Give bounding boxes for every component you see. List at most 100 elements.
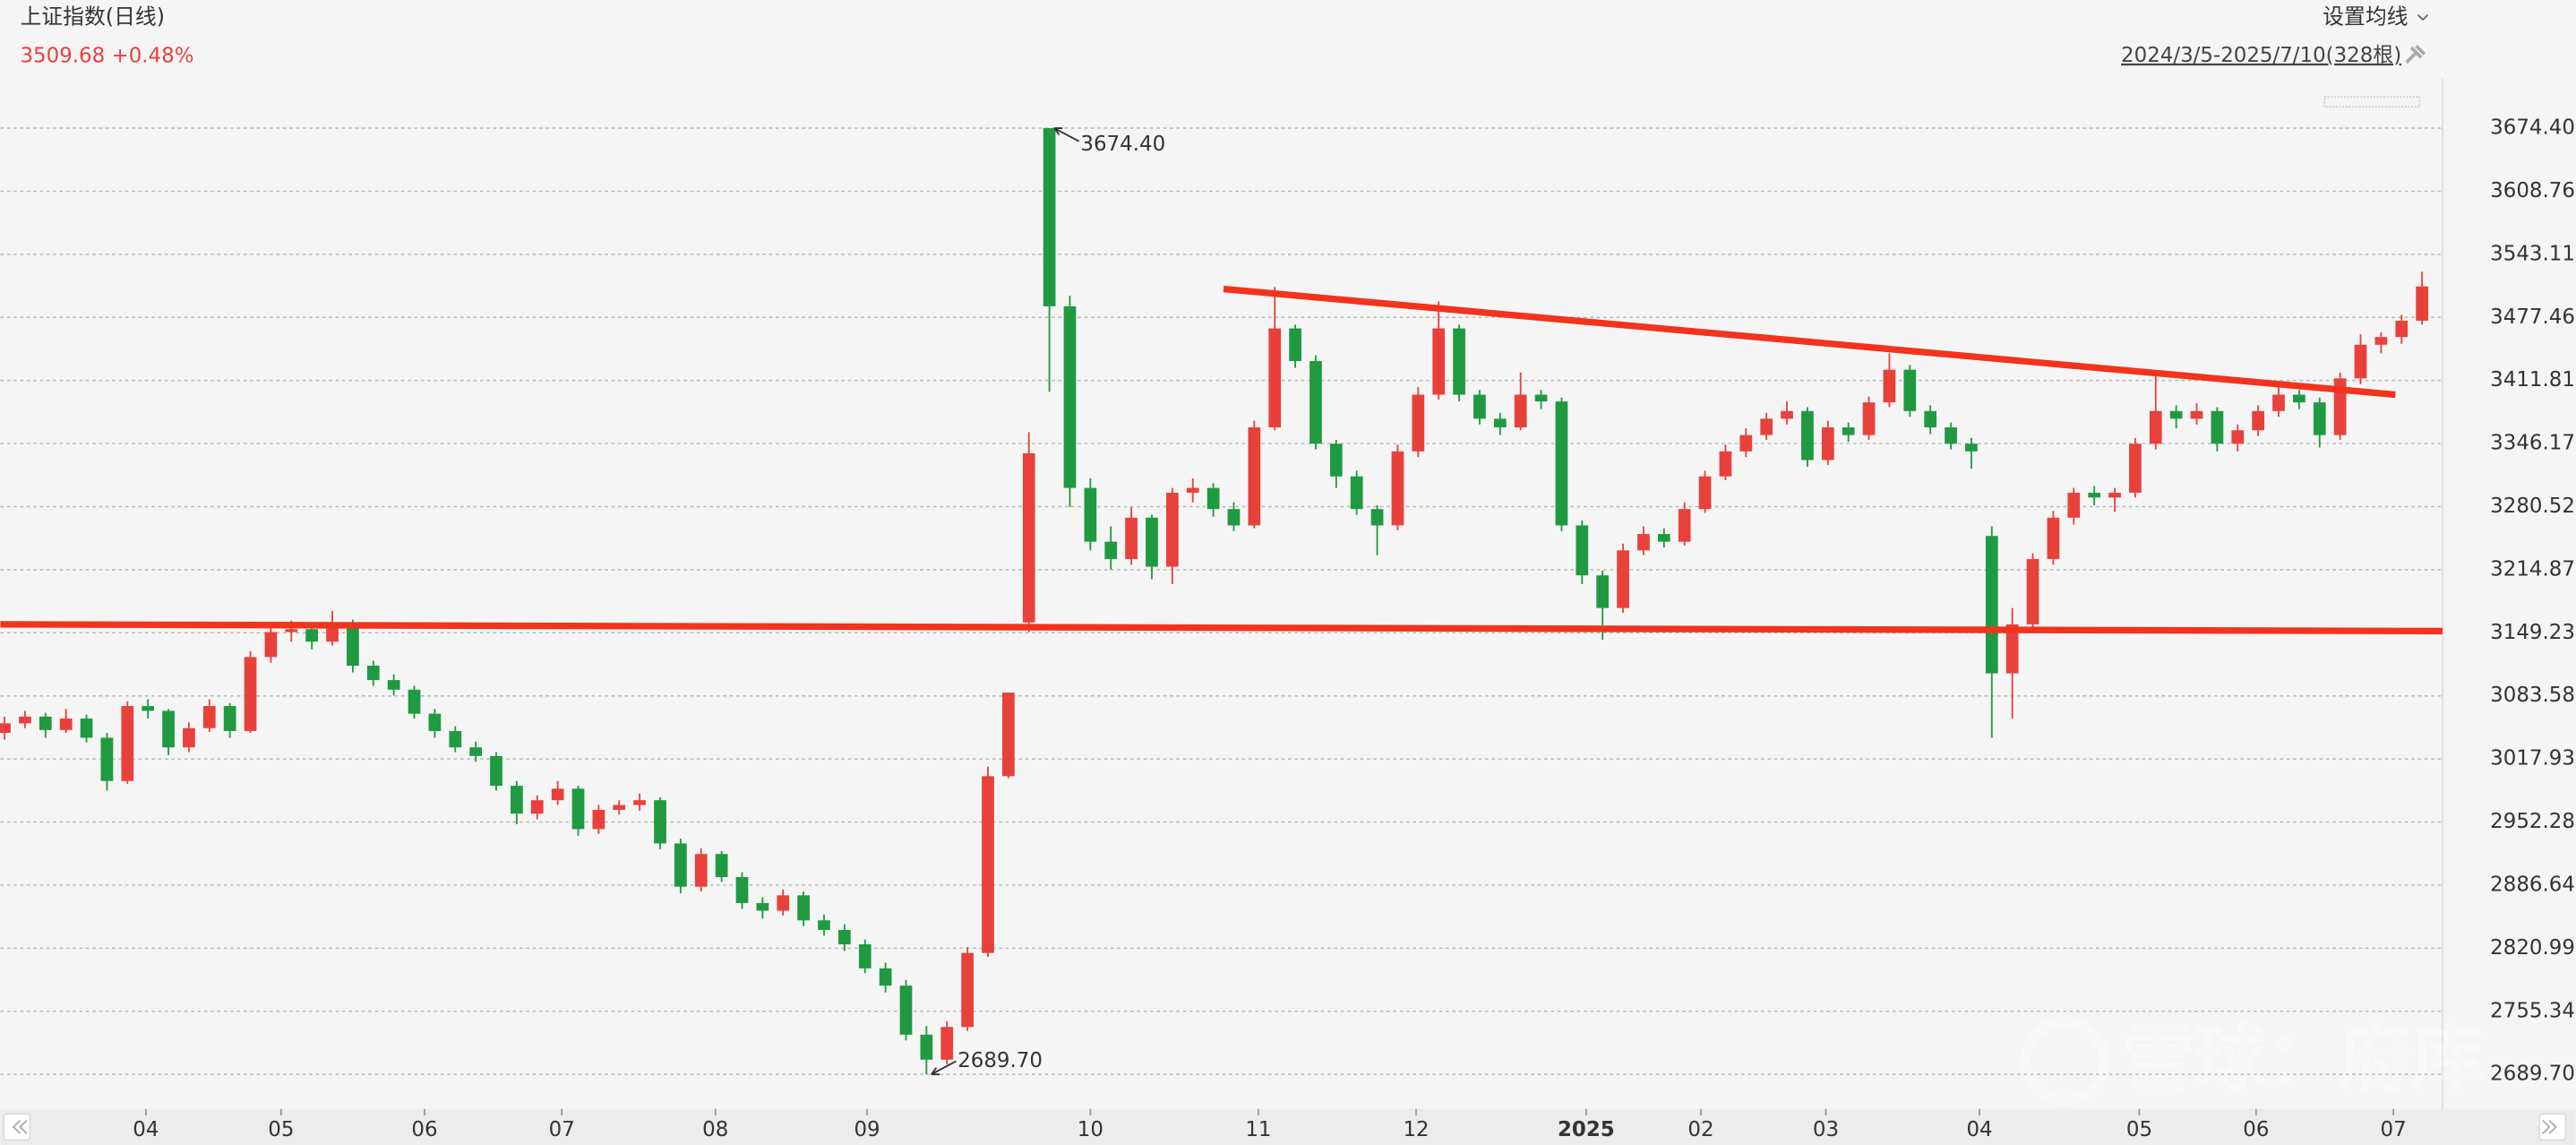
candle-body — [674, 843, 687, 887]
candle-body — [756, 902, 769, 911]
min-arrow — [931, 1060, 957, 1076]
candle-body — [1186, 487, 1199, 493]
y-tick-label: 3477.46 — [2490, 306, 2575, 329]
candle-body — [1617, 550, 1629, 608]
candle-body — [347, 622, 359, 667]
candle-body — [1043, 128, 1056, 306]
candle-body — [1329, 443, 1343, 477]
candle-body — [1781, 410, 1793, 419]
candle-body — [2108, 492, 2121, 498]
y-tick-label: 3346.17 — [2490, 432, 2575, 455]
candle-body — [1719, 451, 1732, 477]
candle-body — [2395, 320, 2409, 338]
candle-body — [19, 716, 31, 724]
candle-body — [183, 727, 195, 748]
candle-body — [223, 706, 236, 731]
candle-body — [1945, 427, 1957, 444]
candle-body — [571, 788, 585, 830]
candle-body — [1903, 369, 1917, 411]
y-tick-label: 2952.28 — [2490, 810, 2575, 833]
x-tick-label: 07 — [549, 1118, 575, 1141]
candle-body — [982, 776, 994, 953]
x-tick-label: 10 — [1078, 1118, 1103, 1141]
candle-body — [1165, 492, 1179, 567]
candle-body — [818, 920, 830, 930]
range-label[interactable]: 2024/3/5-2025/7/10(328根) — [2121, 44, 2401, 67]
pin-icon[interactable] — [2405, 45, 2426, 64]
candle-body — [121, 706, 134, 781]
candle-body — [735, 876, 749, 903]
candle-body — [1248, 427, 1261, 526]
candle-body — [2293, 394, 2306, 403]
candle-body — [715, 854, 728, 877]
candle-body — [592, 809, 605, 830]
candle-body — [1350, 476, 1363, 510]
candle-body — [1760, 418, 1773, 435]
candle-body — [1432, 328, 1446, 395]
min-label: 2689.70 — [957, 1049, 1043, 1072]
candle-body — [2272, 394, 2285, 411]
dropdown-icon — [2417, 13, 2429, 22]
candle-body — [1125, 517, 1138, 559]
x-axis-band — [0, 1108, 2576, 1145]
y-tick-label: 3149.23 — [2490, 621, 2575, 644]
y-tick-label: 3214.87 — [2490, 557, 2575, 581]
candle-body — [511, 786, 523, 814]
candle-body — [1924, 410, 1937, 428]
x-tick-label: 08 — [702, 1118, 728, 1141]
candle-body — [1084, 487, 1097, 542]
candle-body — [1104, 541, 1118, 559]
x-tick-label: 05 — [268, 1118, 294, 1141]
candle-body — [1453, 328, 1465, 395]
y-tick-label: 2755.34 — [2490, 999, 2575, 1022]
candle-body — [80, 718, 93, 738]
candle-body — [2190, 410, 2203, 419]
candle-body — [0, 723, 11, 734]
settings-button[interactable]: 设置均线 — [2323, 4, 2408, 30]
scroll-left-button[interactable] — [3, 1113, 31, 1141]
candle-body — [1637, 534, 1650, 551]
candle-body — [428, 713, 442, 731]
candle-body — [1289, 328, 1301, 362]
candle-body — [530, 800, 544, 814]
candle-body — [1842, 427, 1855, 435]
candle-body — [920, 1034, 933, 1060]
candle-body — [654, 800, 666, 844]
candle-body — [1698, 476, 1712, 510]
candle-body — [2169, 410, 2183, 419]
candle-body — [2211, 410, 2224, 444]
candle-body — [1001, 693, 1015, 777]
max-arrow — [1053, 127, 1080, 142]
candle-body — [2313, 402, 2326, 435]
scroll-right-button[interactable] — [2538, 1113, 2567, 1141]
candle-body — [285, 629, 298, 633]
candle-body — [551, 788, 564, 801]
candle-body — [2252, 410, 2265, 431]
plot-area — [0, 127, 2443, 1075]
candle-body — [1985, 536, 1998, 674]
x-tick-label: 06 — [411, 1118, 437, 1141]
x-tick-label: 05 — [2126, 1118, 2152, 1141]
candle-body — [1022, 452, 1035, 623]
candle-body — [1268, 328, 1282, 428]
price-value: 3509.68 — [20, 44, 105, 67]
candle-body — [777, 895, 790, 911]
trend-line — [0, 621, 2443, 635]
x-tick-label: 02 — [1687, 1118, 1713, 1141]
candle-body — [305, 629, 319, 642]
candle-body — [961, 952, 974, 1028]
candle-body — [449, 730, 462, 748]
candle-body — [469, 747, 483, 756]
candle-body — [142, 706, 155, 711]
watermark-logo — [2020, 1016, 2109, 1106]
x-tick-label: 11 — [1245, 1118, 1271, 1141]
x-tick-label: 07 — [2381, 1118, 2407, 1141]
candle-body — [2354, 344, 2367, 379]
y-tick-label: 3280.52 — [2490, 495, 2575, 518]
candle-body — [694, 854, 708, 887]
candle-body — [1412, 394, 1425, 452]
y-tick-label: 3674.40 — [2490, 116, 2575, 140]
scroll-left-icon — [12, 1119, 28, 1134]
